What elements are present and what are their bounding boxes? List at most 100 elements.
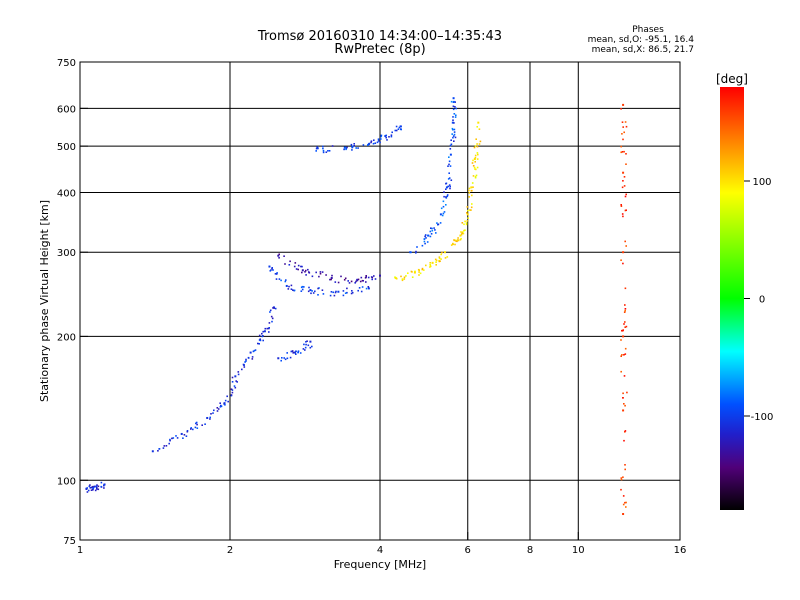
scatter-dot	[290, 288, 293, 290]
scatter-dot	[624, 304, 626, 306]
scatter-dot	[470, 209, 472, 211]
scatter-dot	[453, 133, 456, 136]
scatter-dot	[457, 239, 459, 241]
data-point	[285, 284, 288, 287]
data-point	[439, 213, 442, 216]
data-point	[459, 234, 462, 237]
scatter-dot	[87, 489, 90, 492]
scatter-dot	[233, 385, 236, 387]
scatter-dot	[624, 468, 626, 471]
scatter-dot	[448, 163, 450, 166]
data-point	[431, 261, 434, 264]
scatter-dot	[268, 322, 271, 324]
scatter-dot	[360, 290, 363, 293]
scatter-dot	[100, 481, 103, 484]
scatter-dot	[288, 264, 291, 266]
scatter-dot	[442, 212, 445, 215]
scatter-dot	[293, 265, 296, 268]
scatter-dot	[452, 116, 454, 118]
scatter-dot	[440, 207, 443, 210]
scatter-dot	[275, 273, 278, 275]
scatter-dot	[333, 294, 336, 297]
scatter-dot	[386, 139, 388, 141]
y-axis-label: Stationary phase Virtual Height [km]	[38, 200, 51, 402]
scatter-dot	[307, 344, 310, 347]
scatter-dot	[237, 371, 240, 373]
scatter-dot	[357, 278, 360, 281]
scatter-dot	[88, 485, 91, 488]
scatter-dot	[85, 488, 88, 490]
chart-subtitle: RwPretec (8p)	[334, 42, 425, 57]
scatter-dot	[625, 153, 627, 155]
scatter-dot	[355, 147, 357, 149]
scatter-dot	[622, 180, 624, 182]
y-tick-label: 400	[57, 188, 76, 199]
x-tick-label: 2	[227, 545, 233, 556]
scatter-dot	[92, 488, 94, 490]
scatter-dot	[343, 279, 346, 281]
colorbar-ticks: 100 0 -100	[744, 177, 773, 423]
scatter-dot	[421, 267, 424, 270]
scatter-dot	[253, 349, 256, 352]
scatter-dot	[621, 213, 624, 215]
scatter-dot	[390, 134, 393, 136]
scatter-dot	[477, 153, 479, 156]
scatter-dot	[471, 182, 474, 184]
scatter-dot	[445, 182, 447, 185]
scatter-dot	[468, 187, 471, 190]
scatter-dot	[377, 138, 380, 140]
scatter-dot	[176, 437, 179, 439]
scatter-dot	[440, 258, 442, 260]
scatter-dot	[471, 189, 473, 192]
scatter-dot	[305, 274, 307, 276]
y-tick-label: 300	[57, 248, 76, 259]
scatter-dot	[620, 151, 622, 154]
scatter-dot	[192, 428, 194, 431]
scatter-dot	[441, 214, 444, 217]
scatter-dot	[624, 501, 626, 504]
scatter-dot	[624, 309, 626, 312]
scatter-dot	[264, 327, 267, 330]
data-point	[473, 158, 476, 161]
scatter-dot	[452, 108, 455, 111]
scatter-dot	[424, 234, 427, 236]
scatter-dot	[473, 146, 476, 149]
scatter-dot	[460, 233, 463, 236]
scatter-dot	[371, 278, 373, 281]
scatter-dot	[223, 403, 225, 405]
scatter-dot	[337, 281, 340, 284]
scatter-dot	[623, 176, 626, 178]
scatter-dot	[623, 185, 626, 187]
scatter-dot	[468, 192, 471, 194]
scatter-dot	[455, 114, 457, 117]
scatter-dot	[224, 404, 226, 406]
data-point	[180, 432, 183, 435]
grid-layer	[80, 62, 680, 540]
scatter-dot	[280, 359, 282, 362]
scatter-dot	[231, 381, 234, 383]
scatter-dot	[475, 174, 478, 177]
scatter-dot	[355, 280, 357, 283]
scatter-dot	[356, 278, 358, 281]
scatter-dot	[454, 101, 456, 103]
scatter-dot	[321, 271, 324, 273]
scatter-dot	[278, 257, 280, 259]
scatter-dot	[622, 397, 624, 399]
scatter-dot	[95, 485, 98, 488]
scatter-dot	[430, 233, 433, 235]
scatter-dot	[443, 191, 445, 193]
scatter-dot	[235, 380, 237, 382]
scatter-dot	[204, 423, 206, 425]
scatter-dot	[455, 240, 457, 242]
scatter-dot	[395, 129, 398, 132]
x-tick-label: 16	[674, 545, 687, 556]
scatter-dot	[390, 135, 393, 138]
scatter-dot	[452, 135, 455, 137]
scatter-dot	[274, 307, 277, 310]
scatter-dot	[445, 204, 447, 206]
scatter-dot	[367, 144, 369, 146]
scatter-dot	[183, 434, 186, 436]
scatter-dot	[620, 205, 623, 207]
scatter-dot	[332, 291, 334, 294]
scatter-dot	[217, 408, 220, 410]
